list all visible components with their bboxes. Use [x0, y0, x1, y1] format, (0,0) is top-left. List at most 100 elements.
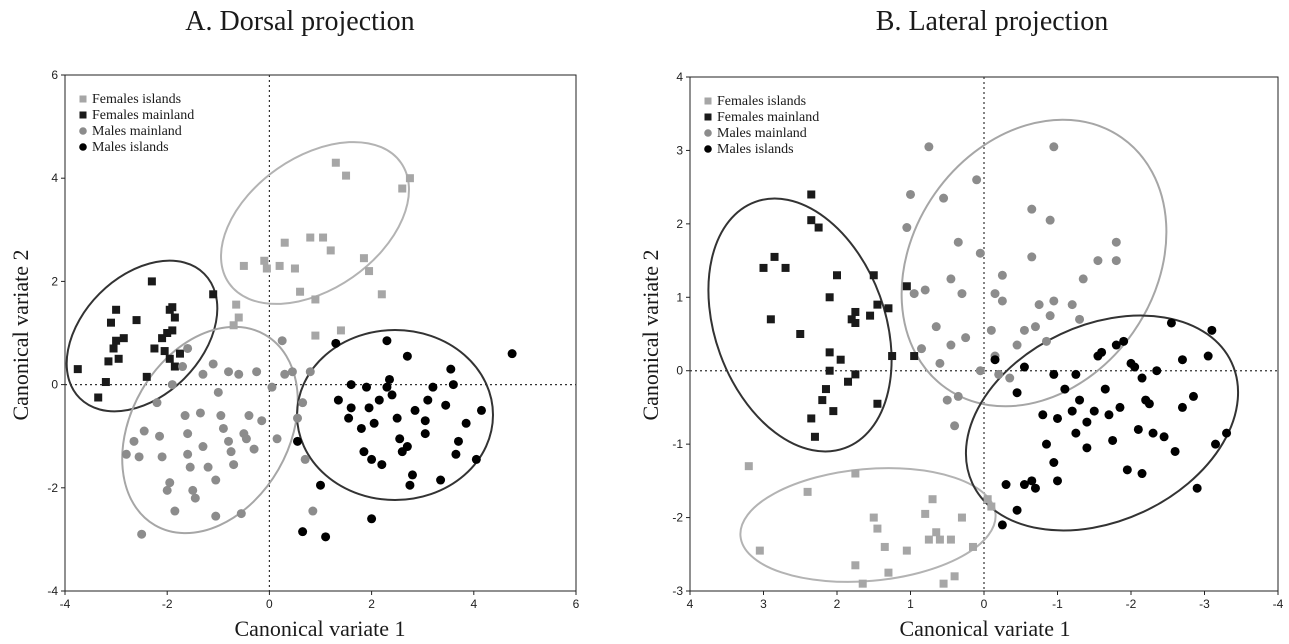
data-point-circle	[359, 447, 369, 457]
data-point-circle	[1049, 369, 1059, 379]
series-males-islands	[293, 336, 517, 542]
series-females-mainland	[73, 277, 218, 402]
data-point-circle	[909, 289, 919, 299]
legend-label: Females islands	[717, 94, 806, 109]
data-point-circle	[1082, 417, 1092, 427]
data-point-square	[112, 336, 121, 345]
data-point-circle	[162, 485, 172, 495]
data-point-circle	[939, 193, 949, 203]
y-tick-label: -3	[672, 584, 683, 598]
data-point-circle	[361, 382, 371, 392]
data-point-circle	[298, 527, 308, 537]
data-point-square	[290, 264, 299, 273]
x-tick-label: 0	[266, 597, 273, 611]
data-point-square	[209, 290, 218, 299]
legend-label: Males mainland	[92, 124, 182, 139]
data-point-square	[814, 223, 823, 232]
data-point-square	[873, 524, 882, 533]
data-point-circle	[224, 367, 234, 377]
data-point-circle	[1222, 428, 1232, 438]
data-point-circle	[234, 369, 244, 379]
data-point-circle	[395, 434, 405, 444]
data-point-square	[168, 326, 177, 335]
data-point-square	[766, 315, 775, 324]
data-point-circle	[1152, 366, 1162, 376]
data-point-circle	[453, 436, 463, 446]
legend-item-females-mainland: Females mainland	[704, 110, 819, 125]
data-point-square	[924, 535, 933, 544]
legend-marker	[79, 111, 87, 119]
data-point-square	[759, 263, 768, 272]
data-point-circle	[402, 442, 412, 452]
data-point-square	[744, 462, 753, 471]
data-point-circle	[333, 395, 343, 405]
data-point-square	[888, 352, 897, 361]
data-point-circle	[298, 398, 308, 408]
data-point-circle	[1207, 325, 1217, 335]
data-point-circle	[448, 380, 458, 390]
data-point-circle	[185, 462, 195, 472]
data-point-square	[946, 535, 955, 544]
data-point-circle	[451, 449, 461, 459]
legend-label: Males mainland	[717, 126, 807, 141]
data-point-square	[851, 469, 860, 478]
data-point-circle	[1012, 340, 1022, 350]
plot-frame	[64, 74, 577, 592]
data-point-circle	[410, 405, 420, 415]
data-point-square	[983, 495, 992, 504]
data-point-circle	[420, 416, 430, 426]
data-point-circle	[152, 398, 162, 408]
data-point-circle	[1067, 406, 1077, 416]
y-tick-label: 0	[51, 378, 58, 392]
data-point-square	[170, 362, 179, 371]
lateral-projection-chart: B. Lateral projection Canonical variate …	[640, 6, 1284, 641]
data-point-square	[119, 334, 128, 343]
data-point-square	[260, 256, 269, 265]
data-point-circle	[252, 367, 262, 377]
data-point-square	[807, 190, 816, 199]
series-females-islands	[229, 158, 414, 340]
data-point-circle	[356, 423, 366, 433]
data-point-circle	[1111, 256, 1121, 266]
data-point-circle	[305, 367, 315, 377]
data-point-circle	[1067, 300, 1077, 310]
data-point-circle	[946, 274, 956, 284]
data-point-circle	[155, 431, 165, 441]
x-tick-label: -4	[60, 597, 71, 611]
data-point-circle	[1100, 384, 1110, 394]
data-point-circle	[423, 395, 433, 405]
data-point-circle	[224, 436, 234, 446]
ellipse-females-islands	[739, 467, 997, 583]
data-point-square	[851, 318, 860, 327]
data-point-square	[921, 509, 930, 518]
data-point-square	[306, 233, 315, 242]
data-point-circle	[1012, 505, 1022, 515]
data-point-circle	[346, 403, 356, 413]
data-point-circle	[137, 529, 147, 539]
data-point-circle	[188, 485, 198, 495]
legend-item-females-islands: Females islands	[704, 94, 806, 109]
data-point-circle	[170, 506, 180, 516]
data-point-square	[810, 432, 819, 441]
data-point-square	[311, 295, 320, 304]
data-point-square	[142, 372, 151, 381]
data-point-circle	[183, 449, 193, 459]
data-point-circle	[226, 447, 236, 457]
data-point-square	[158, 334, 167, 343]
data-point-square	[869, 271, 878, 280]
data-point-square	[319, 233, 328, 242]
data-point-circle	[1019, 362, 1029, 372]
data-point-circle	[167, 380, 177, 390]
data-point-circle	[1211, 439, 1221, 449]
data-point-square	[755, 546, 764, 555]
data-point-circle	[975, 366, 985, 376]
data-point-square	[377, 290, 386, 299]
x-axis-label: Canonical variate 1	[899, 616, 1070, 641]
data-point-circle	[1053, 476, 1062, 486]
data-point-square	[232, 300, 241, 309]
data-point-circle	[190, 493, 200, 503]
data-point-square	[106, 318, 115, 327]
y-tick-label: 2	[676, 217, 683, 231]
ellipse-females-mainland	[65, 259, 219, 413]
data-point-circle	[1005, 373, 1015, 383]
